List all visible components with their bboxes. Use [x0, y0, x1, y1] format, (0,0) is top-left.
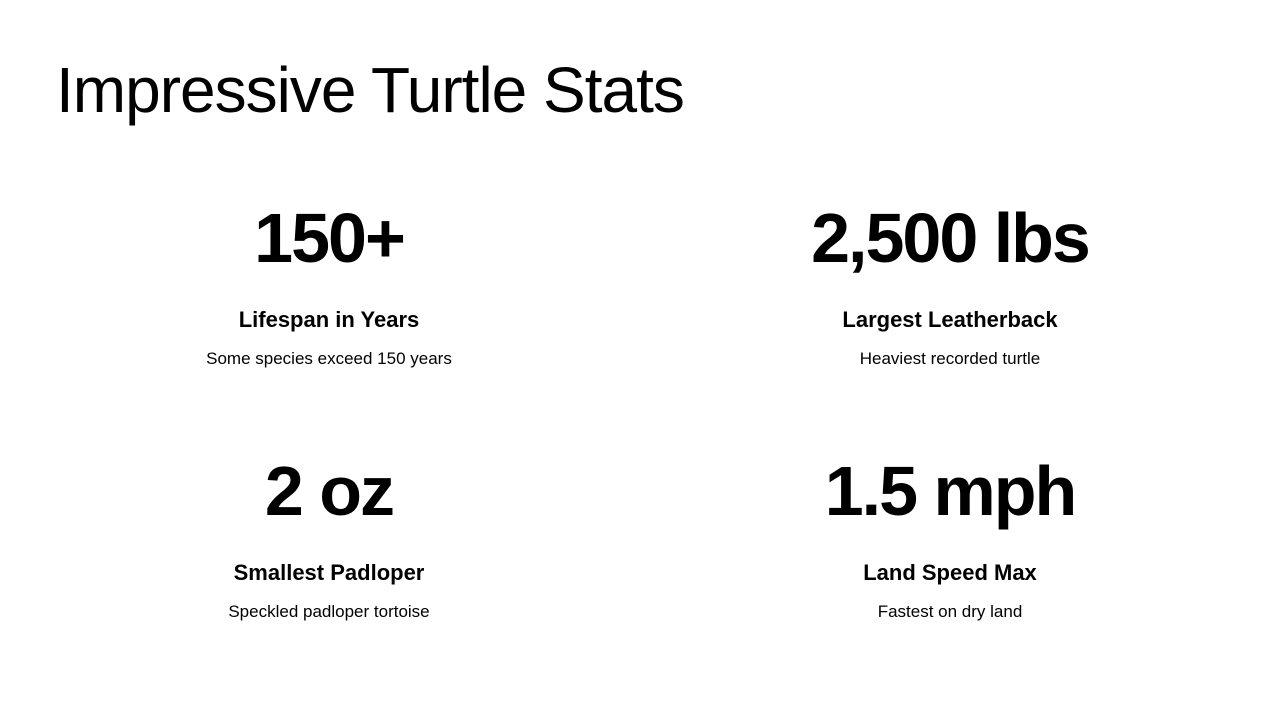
stat-value: 150+ — [254, 199, 406, 277]
stat-card-smallest: 2 oz Smallest Padloper Speckled padloper… — [99, 451, 559, 623]
stat-label: Land Speed Max — [863, 560, 1037, 585]
stat-label: Smallest Padloper — [233, 560, 425, 585]
stat-value: 1.5 mph — [824, 452, 1078, 530]
slide-title: Impressive Turtle Stats — [56, 54, 685, 126]
stat-description: Some species exceed 150 years — [206, 349, 452, 368]
stat-card-speed: 1.5 mph Land Speed Max Fastest on dry la… — [720, 451, 1180, 623]
stat-label: Lifespan in Years — [238, 307, 420, 332]
stat-description: Heaviest recorded turtle — [859, 349, 1041, 368]
stat-value: 2,500 lbs — [811, 199, 1091, 277]
stat-card-largest: 2,500 lbs Largest Leatherback Heaviest r… — [720, 198, 1180, 370]
stat-label: Largest Leatherback — [842, 307, 1058, 332]
stat-description: Speckled padloper tortoise — [228, 602, 430, 621]
stat-value: 2 oz — [264, 452, 395, 530]
stat-card-lifespan: 150+ Lifespan in Years Some species exce… — [99, 198, 559, 370]
stat-description: Fastest on dry land — [877, 602, 1023, 621]
